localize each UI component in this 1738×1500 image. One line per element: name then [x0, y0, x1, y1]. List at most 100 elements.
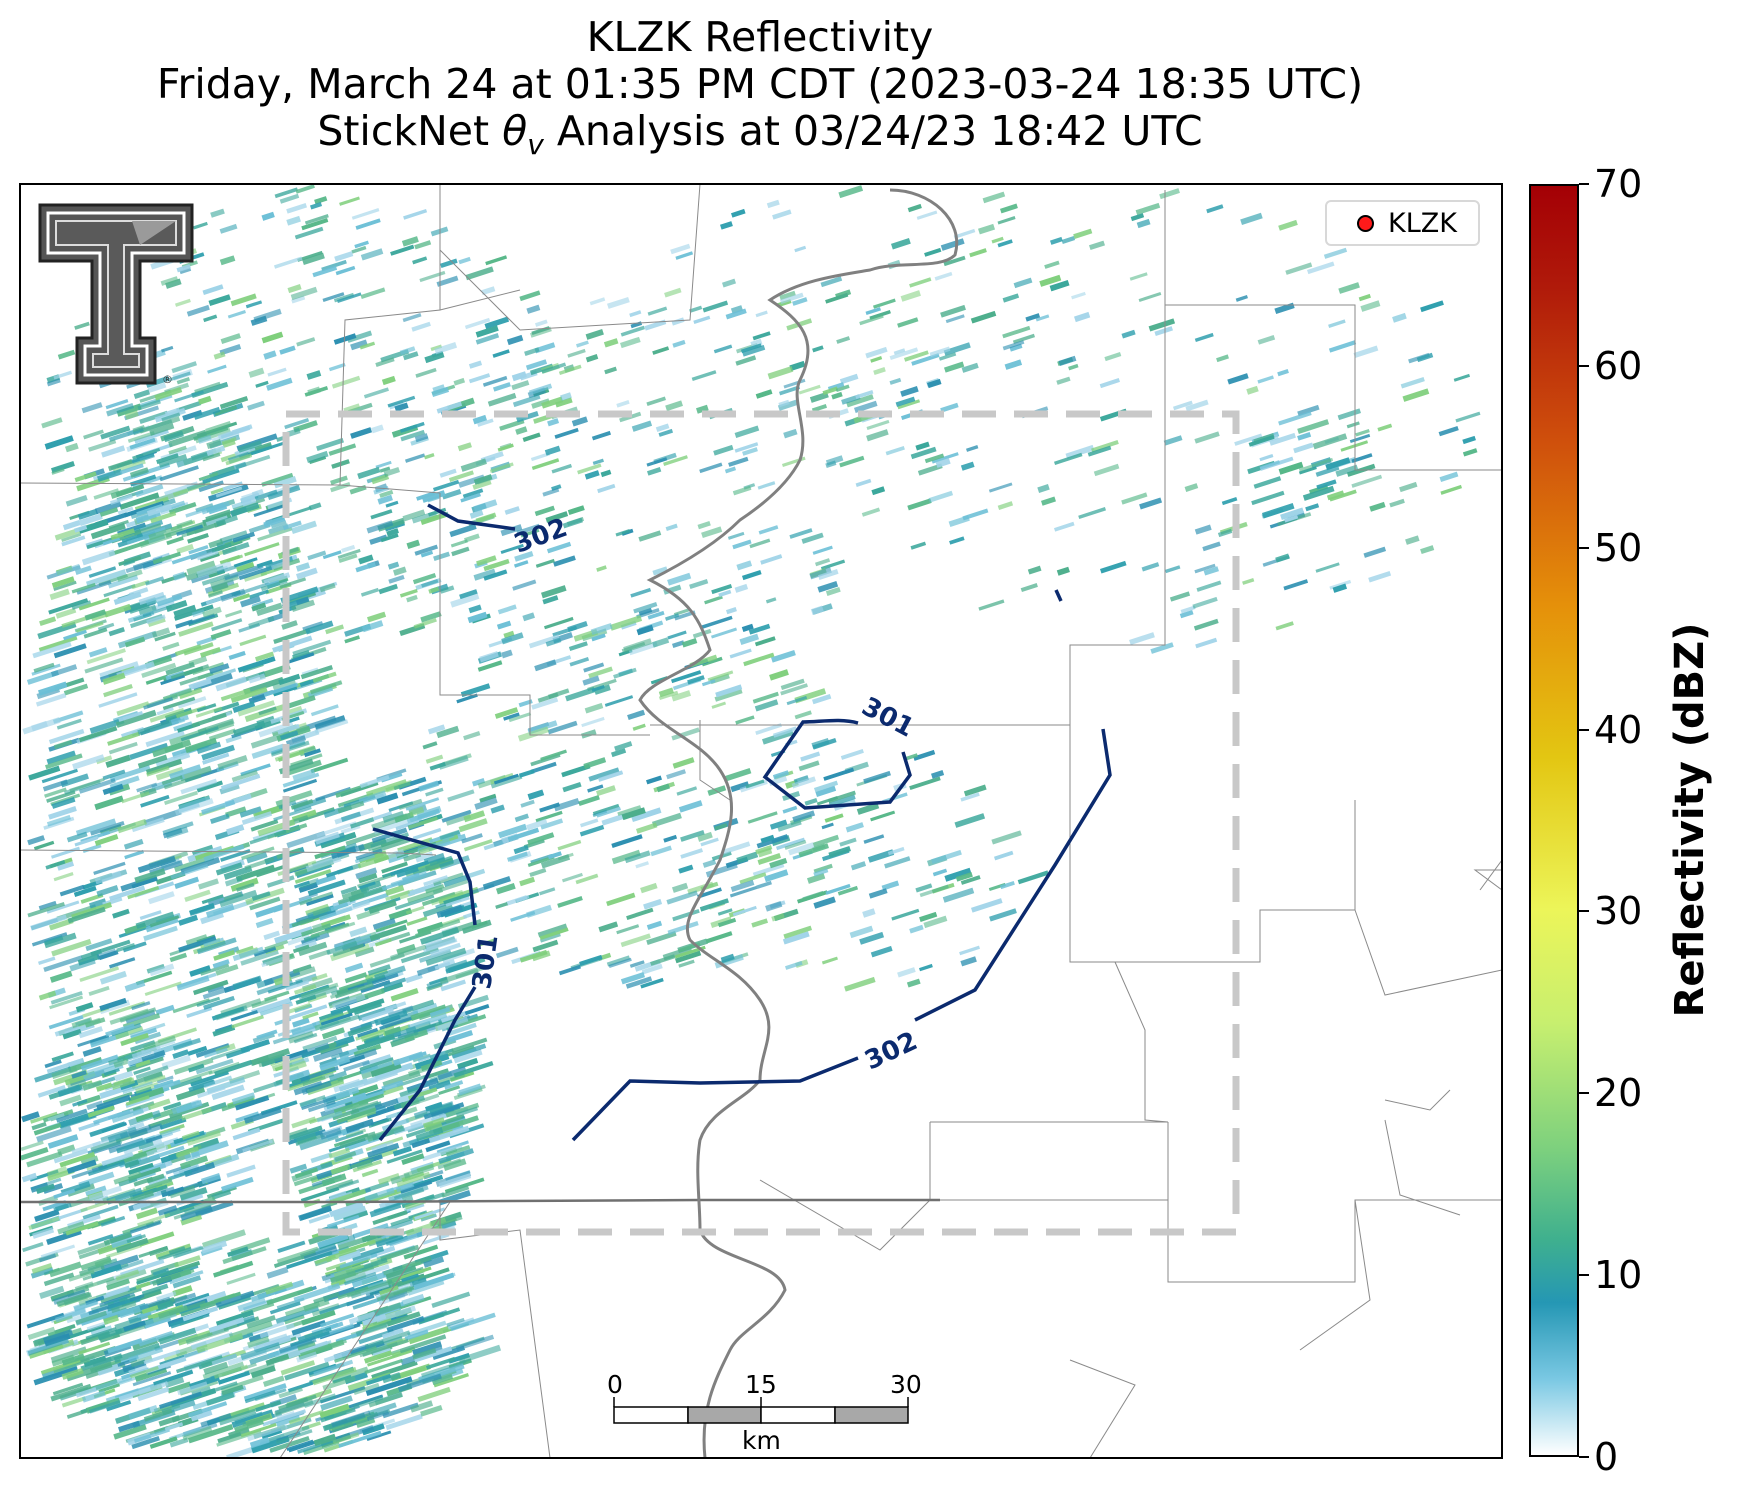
echo-gate [139, 532, 173, 548]
echo-gate [547, 720, 578, 735]
echo-gate [423, 1120, 443, 1132]
echo-gate [287, 1060, 307, 1072]
echo-gate [752, 331, 771, 341]
echo-gate [1091, 440, 1119, 453]
echo-gate [445, 959, 477, 974]
echo-gate [506, 851, 528, 862]
echo-gate [392, 1145, 413, 1157]
county-boundaries [20, 184, 1502, 1458]
echo-gate [35, 1183, 56, 1194]
echo-gate [30, 1111, 58, 1124]
echo-gate [117, 506, 134, 515]
echo-gate [164, 1422, 184, 1432]
echo-gate [45, 859, 66, 870]
echo-gate [355, 848, 383, 861]
echo-gate [1087, 445, 1112, 457]
echo-gate [458, 1344, 502, 1364]
echo-gate [155, 751, 191, 768]
echo-gate [279, 577, 307, 589]
echo-gate [913, 749, 936, 761]
echo-gate [463, 839, 493, 852]
echo-gate [61, 1396, 87, 1408]
echo-gate [247, 1424, 288, 1442]
echo-gate [825, 460, 837, 468]
echo-gate [1196, 580, 1222, 592]
echo-gate [55, 1308, 86, 1323]
echo-gate [96, 1094, 131, 1111]
echo-gate [632, 723, 646, 731]
echo-gate [756, 880, 772, 890]
echo-gate [890, 238, 911, 250]
echo-gate [1078, 507, 1107, 520]
echo-gate [1135, 202, 1161, 216]
echo-gate [479, 793, 497, 803]
echo-gate [392, 1030, 419, 1043]
echo-gate [235, 864, 276, 882]
echo-gate [664, 613, 680, 621]
echo-gate [756, 834, 789, 849]
echo-gate [596, 785, 616, 797]
echo-gate [270, 520, 287, 529]
echo-gate [960, 461, 975, 471]
echo-gate [1302, 485, 1335, 501]
echo-gate [99, 970, 127, 985]
echo-gate [456, 1057, 479, 1070]
echo-gate [192, 662, 225, 676]
echo-gate [631, 420, 653, 432]
echo-gate [439, 829, 461, 840]
echo-gate [1037, 484, 1050, 494]
echo-gate [135, 1059, 151, 1068]
echo-gate [598, 770, 624, 782]
echo-gate [339, 1131, 377, 1149]
echo-gate [1002, 293, 1020, 303]
echo-gate [124, 500, 164, 518]
echo-gate [358, 790, 387, 805]
echo-gate [253, 504, 285, 518]
echo-gate [198, 395, 212, 405]
echo-gate [77, 1240, 111, 1256]
echo-gate [220, 688, 251, 702]
echo-gate [235, 945, 254, 954]
echo-gate [807, 872, 826, 884]
echo-gate [777, 399, 798, 411]
echo-gate [672, 339, 686, 348]
echo-gate [161, 1054, 191, 1070]
echo-gate [278, 673, 301, 686]
echo-gate [107, 459, 133, 472]
echo-gate [251, 997, 292, 1015]
echo-gate [261, 211, 275, 221]
echo-gate [273, 476, 297, 489]
echo-gate [26, 1312, 65, 1329]
echo-gate [407, 881, 442, 897]
echo-gate [45, 753, 83, 770]
echo-gate [285, 980, 310, 991]
echo-gate [519, 949, 548, 963]
echo-gate [208, 728, 237, 742]
echo-gate [63, 683, 89, 696]
echo-gate [960, 875, 981, 885]
echo-gate [113, 1076, 133, 1087]
echo-gate [380, 533, 399, 543]
echo-gate [462, 488, 484, 499]
echo-gate [243, 676, 285, 695]
echo-gate [138, 1330, 174, 1347]
echo-gate [128, 1162, 154, 1175]
echo-gate [1058, 355, 1077, 367]
echo-gate [1402, 388, 1430, 402]
echo-gate [197, 434, 212, 444]
echo-gate [429, 1006, 451, 1018]
echo-gate [620, 972, 646, 985]
echo-gate [330, 1270, 357, 1284]
echo-gate [813, 863, 833, 874]
echo-gate [38, 990, 57, 1001]
echo-gate [137, 1386, 170, 1402]
echo-gate [477, 660, 503, 672]
echo-gate [388, 574, 405, 584]
echo-gate [1169, 591, 1191, 602]
echo-gate [187, 1401, 228, 1418]
echo-gate [174, 644, 202, 657]
echo-gate [445, 1102, 480, 1118]
echo-gate [1358, 293, 1371, 302]
echo-gate [145, 730, 185, 748]
echo-gate [469, 509, 484, 519]
